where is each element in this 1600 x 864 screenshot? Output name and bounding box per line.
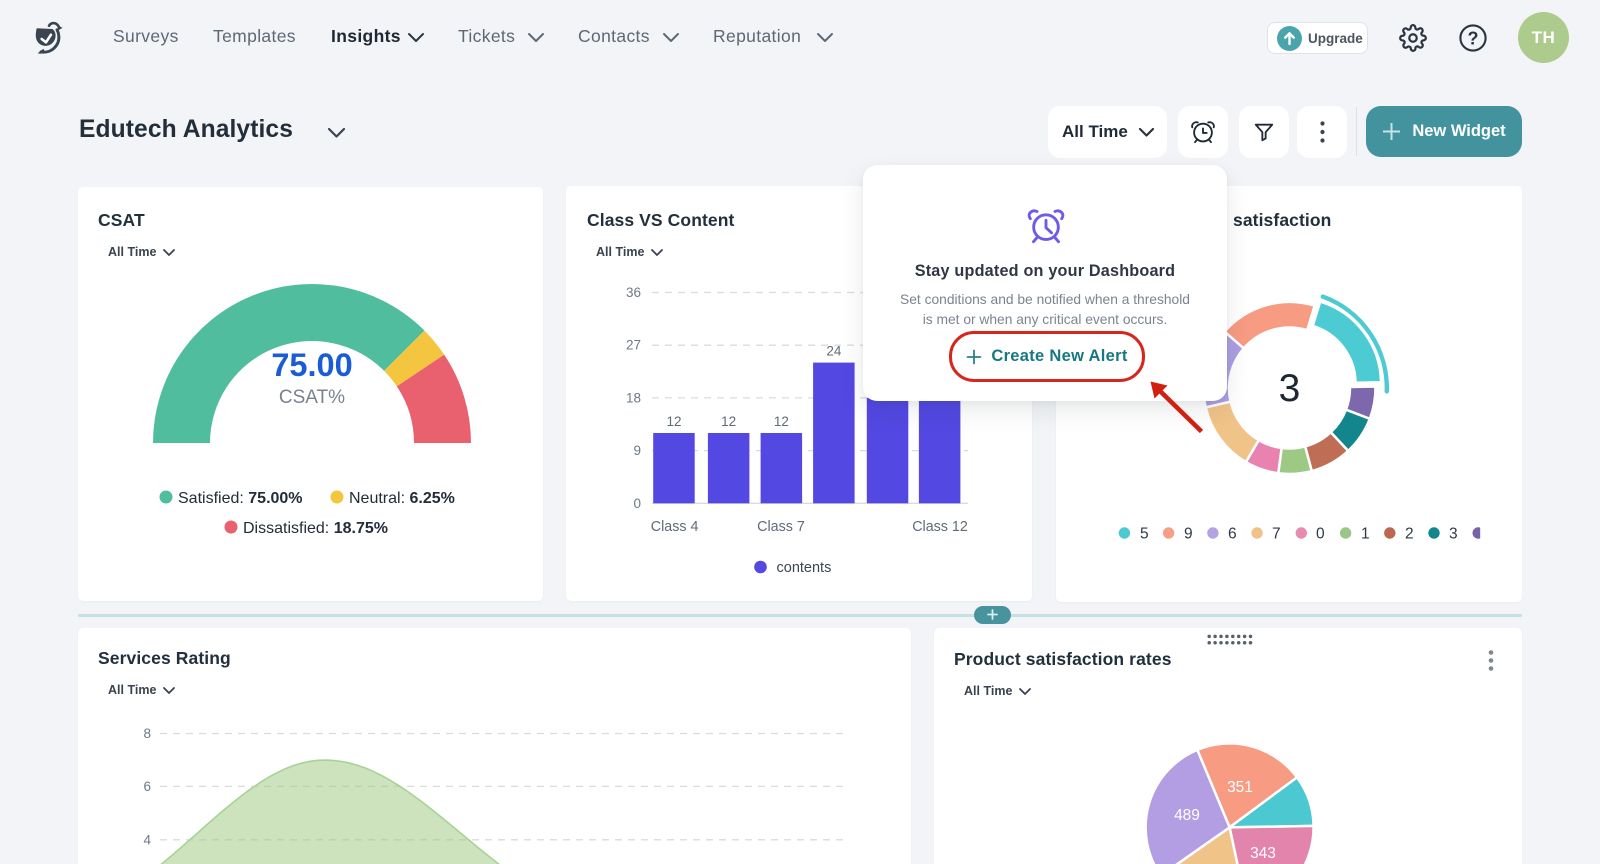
svg-text:5: 5 [1140, 526, 1149, 543]
svg-text:Class 12: Class 12 [912, 519, 968, 535]
svg-text:3: 3 [1279, 367, 1301, 410]
svg-text:12: 12 [666, 414, 681, 429]
svg-text:Satisfied: 75.00%: Satisfied: 75.00% [178, 490, 303, 507]
svg-text:18: 18 [626, 390, 641, 405]
svg-text:12: 12 [774, 414, 789, 429]
svg-text:Dissatisfied: 18.75%: Dissatisfied: 18.75% [243, 520, 388, 537]
svg-text:75.00: 75.00 [271, 347, 352, 383]
svg-text:Class 7: Class 7 [757, 519, 805, 535]
svg-text:7: 7 [1272, 526, 1281, 543]
svg-text:24: 24 [826, 344, 842, 359]
svg-text:6: 6 [143, 779, 151, 794]
svg-text:0: 0 [633, 496, 641, 511]
svg-text:6: 6 [1228, 526, 1237, 543]
svg-text:343: 343 [1250, 845, 1276, 862]
svg-text:?: ? [1468, 29, 1479, 49]
svg-text:9: 9 [1184, 526, 1193, 543]
svg-text:0: 0 [1316, 526, 1325, 543]
svg-text:4: 4 [143, 833, 151, 848]
svg-text:CSAT%: CSAT% [279, 387, 345, 408]
svg-text:Class 4: Class 4 [651, 519, 699, 535]
svg-text:Neutral: 6.25%: Neutral: 6.25% [349, 490, 455, 507]
svg-text:12: 12 [721, 414, 736, 429]
svg-text:2: 2 [1405, 526, 1414, 543]
svg-text:8: 8 [143, 726, 151, 741]
svg-text:3: 3 [1449, 526, 1458, 543]
svg-text:36: 36 [626, 285, 641, 300]
svg-text:9: 9 [633, 443, 641, 458]
svg-text:contents: contents [777, 560, 832, 576]
svg-text:27: 27 [626, 338, 641, 353]
svg-text:489: 489 [1174, 807, 1200, 824]
svg-text:351: 351 [1227, 779, 1253, 796]
svg-text:1: 1 [1361, 526, 1370, 543]
